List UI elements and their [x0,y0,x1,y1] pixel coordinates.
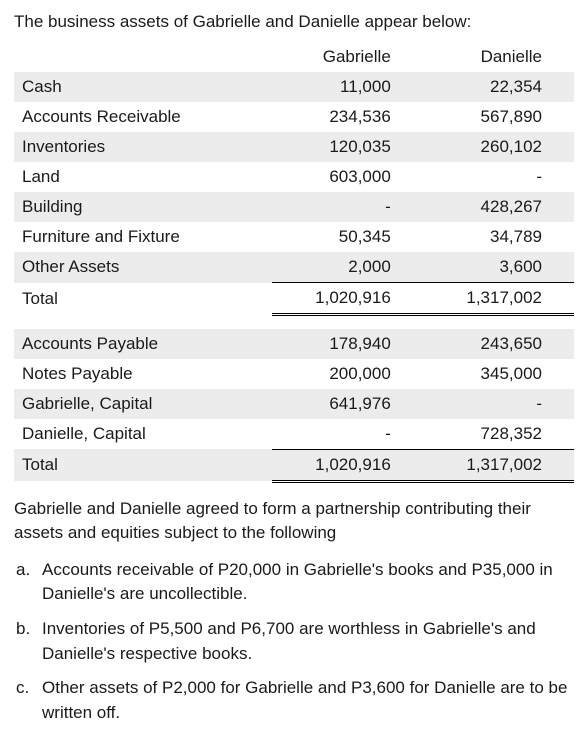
condition-text-2: Other assets of P2,000 for Gabrielle and… [42,678,567,722]
assets-total-label: Total [14,283,272,315]
condition-item-0: a.Accounts receivable of P20,000 in Gabr… [36,558,574,607]
conditions-list: a. Accounts receivable of P20,000 in Gabr… [14,558,574,726]
asset-label-0: Cash [14,72,272,102]
liab-g-3: - [272,419,423,450]
section-spacer [14,315,574,329]
asset-label-4: Building [14,192,272,222]
liab-d-2: - [423,389,574,419]
liab-d-3: 728,352 [423,419,574,450]
liab-total-g: 1,020,916 [272,449,423,481]
asset-g-3: 603,000 [272,162,423,192]
condition-item-2: c.Other assets of P2,000 for Gabrielle a… [36,676,574,725]
asset-g-4: - [272,192,423,222]
asset-d-5: 34,789 [423,222,574,252]
liab-label-2: Gabrielle, Capital [14,389,272,419]
condition-marker-1: b. [16,617,30,642]
liab-label-0: Accounts Payable [14,329,272,359]
asset-d-1: 567,890 [423,102,574,132]
liab-total-label: Total [14,449,272,481]
intro-text: The business assets of Gabrielle and Dan… [14,12,574,32]
col-header-danielle: Danielle [423,42,574,72]
liab-total-d: 1,317,002 [423,449,574,481]
asset-g-5: 50,345 [272,222,423,252]
liab-d-0: 243,650 [423,329,574,359]
condition-marker-2: c. [16,676,29,701]
assets-total-d: 1,317,002 [423,283,574,315]
asset-d-2: 260,102 [423,132,574,162]
asset-label-5: Furniture and Fixture [14,222,272,252]
liab-g-2: 641,976 [272,389,423,419]
condition-text-1: Inventories of P5,500 and P6,700 are wor… [42,619,536,663]
asset-g-6: 2,000 [272,252,423,283]
col-header-empty [14,42,272,72]
asset-label-2: Inventories [14,132,272,162]
asset-g-0: 11,000 [272,72,423,102]
asset-label-3: Land [14,162,272,192]
asset-label-6: Other Assets [14,252,272,283]
condition-text-0: Accounts receivable of P20,000 in Gabrie… [42,560,553,604]
asset-d-3: - [423,162,574,192]
asset-label-1: Accounts Receivable [14,102,272,132]
liab-label-1: Notes Payable [14,359,272,389]
liab-label-3: Danielle, Capital [14,419,272,450]
asset-d-4: 428,267 [423,192,574,222]
condition-item-1: b.Inventories of P5,500 and P6,700 are w… [36,617,574,666]
assets-total-g: 1,020,916 [272,283,423,315]
asset-g-1: 234,536 [272,102,423,132]
liab-g-1: 200,000 [272,359,423,389]
asset-g-2: 120,035 [272,132,423,162]
condition-marker-0: a. [16,558,30,583]
liab-g-0: 178,940 [272,329,423,359]
agreement-paragraph: Gabrielle and Danielle agreed to form a … [14,497,574,546]
asset-d-0: 22,354 [423,72,574,102]
col-header-gabrielle: Gabrielle [272,42,423,72]
asset-d-6: 3,600 [423,252,574,283]
balance-table: GabrielleDanielle Cash11,00022,354 Account… [14,42,574,483]
liab-d-1: 345,000 [423,359,574,389]
